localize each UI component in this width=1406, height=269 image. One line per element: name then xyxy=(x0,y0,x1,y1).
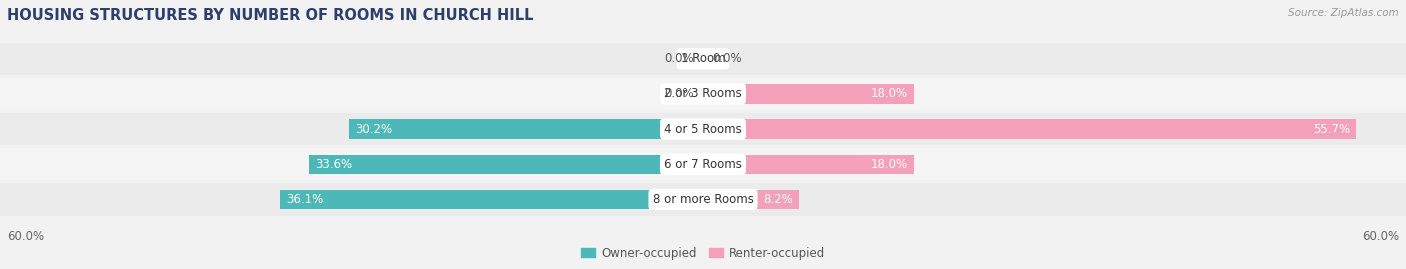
Bar xyxy=(0,148,1406,180)
Bar xyxy=(0,78,1406,110)
Text: HOUSING STRUCTURES BY NUMBER OF ROOMS IN CHURCH HILL: HOUSING STRUCTURES BY NUMBER OF ROOMS IN… xyxy=(7,8,533,23)
Legend: Owner-occupied, Renter-occupied: Owner-occupied, Renter-occupied xyxy=(578,243,828,263)
Text: 2 or 3 Rooms: 2 or 3 Rooms xyxy=(664,87,742,100)
Text: 18.0%: 18.0% xyxy=(870,87,908,100)
Text: 0.0%: 0.0% xyxy=(713,52,742,65)
Text: 33.6%: 33.6% xyxy=(315,158,353,171)
Text: 1 Room: 1 Room xyxy=(681,52,725,65)
Text: 6 or 7 Rooms: 6 or 7 Rooms xyxy=(664,158,742,171)
Text: 55.7%: 55.7% xyxy=(1313,123,1350,136)
Bar xyxy=(0,43,1406,75)
Text: 0.0%: 0.0% xyxy=(664,52,693,65)
Text: 8 or more Rooms: 8 or more Rooms xyxy=(652,193,754,206)
Text: 60.0%: 60.0% xyxy=(1362,230,1399,243)
Bar xyxy=(703,119,1355,139)
Bar xyxy=(309,155,703,174)
Text: 60.0%: 60.0% xyxy=(7,230,44,243)
Bar xyxy=(280,190,703,209)
Text: 0.0%: 0.0% xyxy=(664,87,693,100)
Bar xyxy=(0,113,1406,145)
Text: 18.0%: 18.0% xyxy=(870,158,908,171)
Text: 8.2%: 8.2% xyxy=(763,193,793,206)
Bar xyxy=(703,155,914,174)
Text: 36.1%: 36.1% xyxy=(285,193,323,206)
Bar xyxy=(703,190,799,209)
Text: Source: ZipAtlas.com: Source: ZipAtlas.com xyxy=(1288,8,1399,18)
Bar xyxy=(703,84,914,104)
Bar xyxy=(0,183,1406,216)
Text: 30.2%: 30.2% xyxy=(354,123,392,136)
Text: 4 or 5 Rooms: 4 or 5 Rooms xyxy=(664,123,742,136)
Bar xyxy=(349,119,703,139)
